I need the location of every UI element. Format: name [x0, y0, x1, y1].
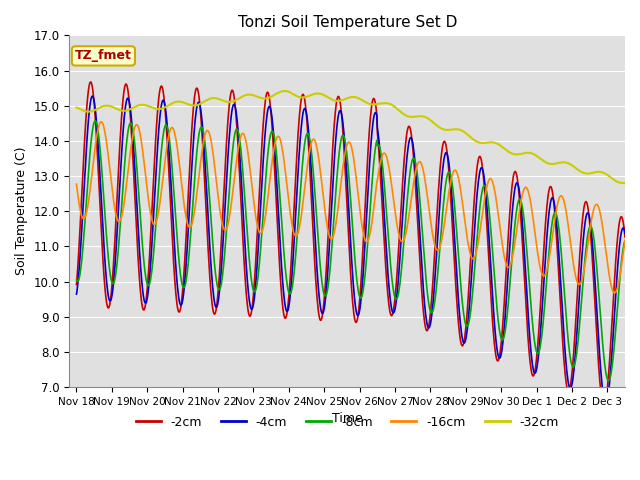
X-axis label: Time: Time: [332, 412, 363, 425]
-4cm: [295, 156, 303, 162]
-8cm: [315, 243, 323, 249]
-16cm: [97, 119, 105, 125]
-8cm: [73, 277, 81, 283]
-4cm: [315, 288, 323, 294]
Y-axis label: Soil Temperature (C): Soil Temperature (C): [15, 147, 28, 276]
Line: -8cm: -8cm: [77, 121, 625, 381]
-2cm: [501, 292, 509, 298]
Legend: -2cm, -4cm, -8cm, -16cm, -32cm: -2cm, -4cm, -8cm, -16cm, -32cm: [131, 410, 564, 433]
-4cm: [88, 93, 96, 99]
-16cm: [450, 168, 458, 174]
-16cm: [501, 256, 509, 262]
-2cm: [621, 234, 629, 240]
-8cm: [450, 194, 458, 200]
-16cm: [621, 238, 629, 243]
-32cm: [281, 88, 289, 94]
-32cm: [73, 105, 81, 110]
-4cm: [129, 137, 137, 143]
-32cm: [129, 105, 136, 111]
-2cm: [315, 310, 323, 316]
-4cm: [450, 221, 458, 227]
Line: -4cm: -4cm: [77, 96, 625, 403]
Text: TZ_fmet: TZ_fmet: [75, 49, 132, 62]
-2cm: [600, 403, 608, 409]
-2cm: [450, 247, 458, 252]
-8cm: [605, 378, 612, 384]
-2cm: [87, 79, 95, 85]
-16cm: [511, 241, 518, 247]
-16cm: [315, 155, 323, 161]
-2cm: [73, 282, 81, 288]
-32cm: [621, 180, 629, 186]
Line: -32cm: -32cm: [77, 91, 625, 183]
-4cm: [73, 291, 81, 297]
-4cm: [602, 400, 610, 406]
-4cm: [621, 230, 629, 236]
-8cm: [621, 238, 629, 243]
-8cm: [129, 128, 137, 133]
Line: -16cm: -16cm: [77, 122, 625, 293]
-32cm: [450, 126, 458, 132]
-2cm: [295, 120, 303, 126]
Line: -2cm: -2cm: [77, 82, 625, 406]
-32cm: [501, 146, 509, 152]
-8cm: [511, 224, 518, 230]
-16cm: [611, 290, 618, 296]
-32cm: [315, 91, 323, 96]
-4cm: [501, 319, 509, 324]
-32cm: [511, 151, 518, 157]
-4cm: [511, 187, 518, 193]
Title: Tonzi Soil Temperature Set D: Tonzi Soil Temperature Set D: [237, 15, 457, 30]
-8cm: [501, 331, 509, 336]
-8cm: [92, 118, 99, 124]
-16cm: [73, 181, 81, 187]
-8cm: [295, 209, 303, 215]
-16cm: [295, 227, 303, 233]
-2cm: [129, 158, 137, 164]
-2cm: [511, 169, 518, 175]
-16cm: [129, 131, 137, 137]
-32cm: [295, 94, 303, 100]
-32cm: [619, 180, 627, 186]
